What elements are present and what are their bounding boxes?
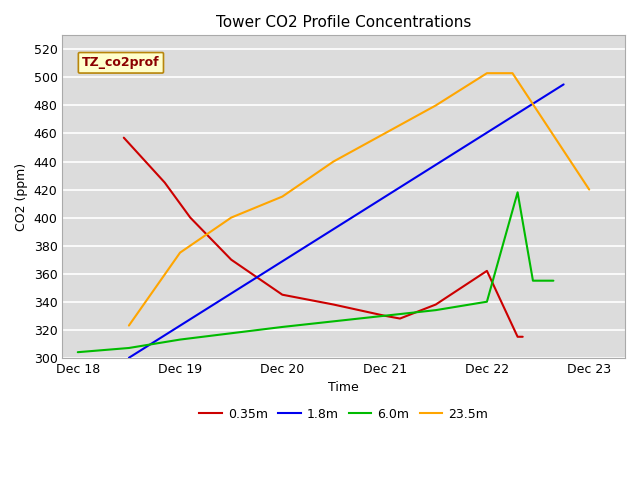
6.0m [529,278,537,284]
Line: 6.0m: 6.0m [77,192,554,352]
0.35m [514,334,522,340]
23.5m [509,70,516,76]
Line: 23.5m: 23.5m [129,73,589,325]
6.0m [176,336,184,342]
0.35m [519,334,527,340]
23.5m [586,187,593,192]
Y-axis label: CO2 (ppm): CO2 (ppm) [15,163,28,230]
23.5m [381,131,388,136]
23.5m [330,158,337,164]
23.5m [432,103,440,108]
0.35m [432,301,440,307]
0.35m [381,313,388,319]
Legend: 0.35m, 1.8m, 6.0m, 23.5m: 0.35m, 1.8m, 6.0m, 23.5m [195,403,493,426]
6.0m [550,278,557,284]
0.35m [186,215,194,220]
0.35m [330,301,337,307]
Text: TZ_co2prof: TZ_co2prof [82,56,160,69]
23.5m [278,194,286,200]
6.0m [483,299,491,305]
6.0m [514,190,522,195]
0.35m [278,292,286,298]
6.0m [74,349,81,355]
0.35m [161,180,168,185]
23.5m [125,323,132,328]
Title: Tower CO2 Profile Concentrations: Tower CO2 Profile Concentrations [216,15,472,30]
23.5m [176,250,184,255]
6.0m [125,345,132,351]
6.0m [278,324,286,330]
0.35m [483,268,491,274]
0.35m [227,257,235,263]
X-axis label: Time: Time [328,381,359,394]
6.0m [432,307,440,313]
23.5m [227,215,235,220]
6.0m [381,313,388,319]
0.35m [396,316,404,322]
Line: 0.35m: 0.35m [124,138,523,337]
23.5m [483,70,491,76]
0.35m [120,135,127,141]
